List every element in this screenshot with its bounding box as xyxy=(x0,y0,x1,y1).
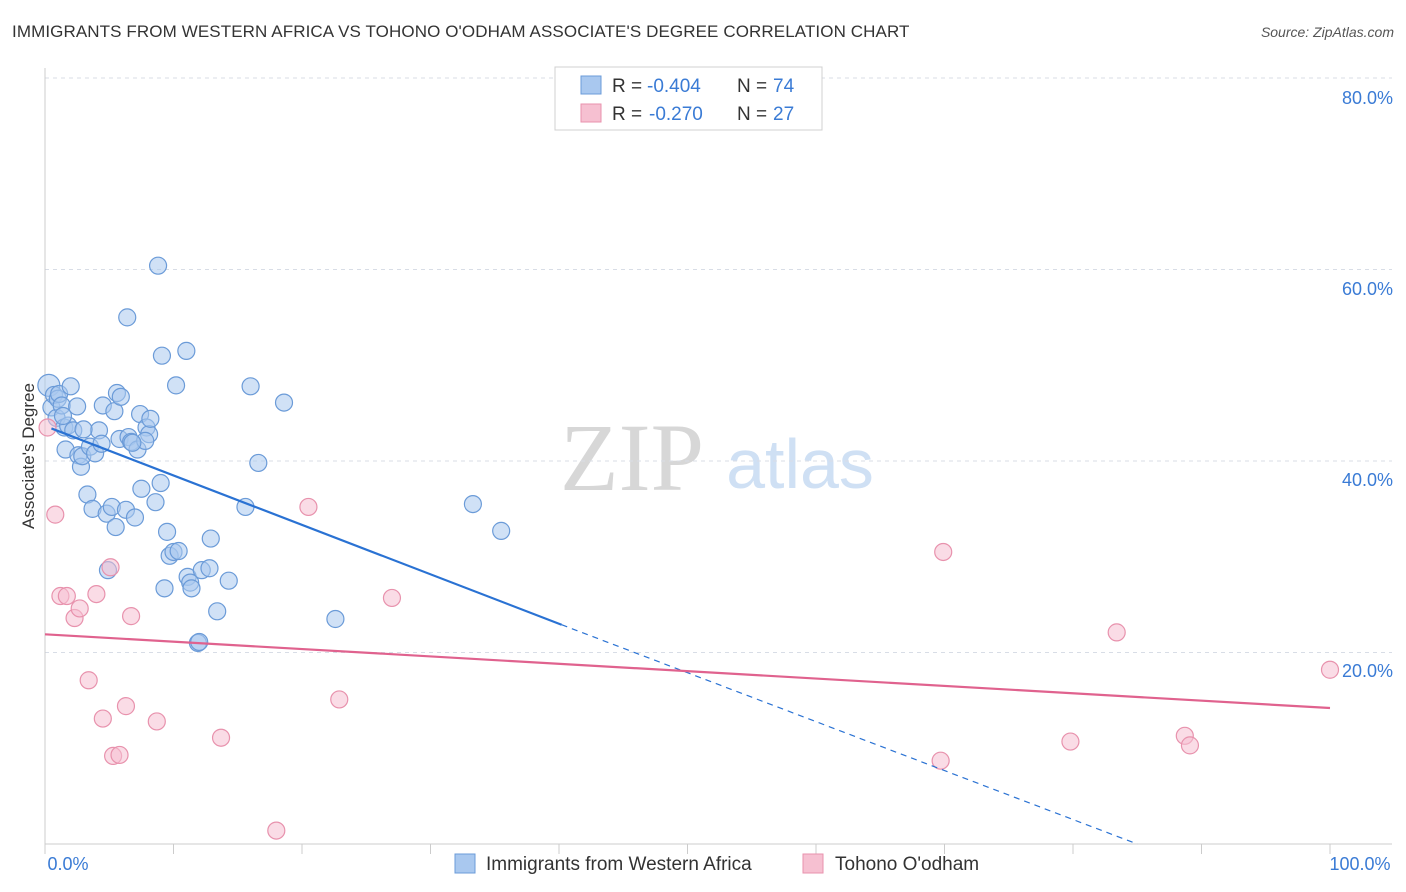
blue-point xyxy=(200,559,219,578)
y-tick-label-80: 80.0% xyxy=(1342,88,1393,108)
pink-point xyxy=(57,586,76,606)
blue-point xyxy=(169,541,188,561)
blue-point xyxy=(326,609,345,629)
legend-swatch-blue xyxy=(580,75,602,95)
bottom-legend-swatch-pink xyxy=(802,853,824,874)
blue-point xyxy=(155,579,174,598)
blue-trend-line-extension xyxy=(561,624,1138,845)
pink-point xyxy=(934,542,953,562)
pink-point xyxy=(1180,736,1200,755)
pink-point xyxy=(299,497,318,517)
blue-point xyxy=(123,433,142,452)
legend-n-label-blue: N = xyxy=(737,76,767,97)
y-axis-label: Associate's Degree xyxy=(19,383,38,529)
y-tick-label-40: 40.0% xyxy=(1342,470,1393,490)
pink-point xyxy=(70,599,89,618)
pink-trend-line xyxy=(44,633,1331,710)
pink-point xyxy=(116,697,136,716)
legend-r-label-pink: R = xyxy=(612,104,642,125)
blue-point xyxy=(152,346,172,365)
blue-point xyxy=(125,508,145,527)
legend-n-label-pink: N = xyxy=(737,104,767,125)
legend-n-value-blue: 74 xyxy=(773,76,795,97)
pink-point xyxy=(101,558,120,577)
blue-point xyxy=(74,420,93,439)
legend: R = -0.404 N = 74 R = -0.270 N = 27 xyxy=(554,66,823,131)
y-tick-label-20: 20.0% xyxy=(1342,661,1393,681)
chart-title: IMMIGRANTS FROM WESTERN AFRICA VS TOHONO… xyxy=(12,22,910,41)
blue-point xyxy=(106,517,125,537)
bottom-legend: Immigrants from Western Africa Tohono O'… xyxy=(454,853,979,875)
blue-point xyxy=(219,571,238,590)
blue-point xyxy=(249,453,268,473)
pink-point xyxy=(382,588,402,608)
blue-point xyxy=(118,308,137,327)
blue-point xyxy=(463,494,483,514)
pink-point xyxy=(46,505,65,524)
bottom-legend-label-pink: Tohono O'odham xyxy=(835,854,979,875)
blue-point xyxy=(53,406,73,426)
pink-point xyxy=(267,821,286,840)
blue-point xyxy=(68,397,87,416)
pink-point xyxy=(38,418,57,437)
legend-swatch-pink xyxy=(580,103,602,123)
bottom-legend-swatch-blue xyxy=(454,853,476,874)
pink-point xyxy=(211,728,231,747)
legend-r-value-pink: -0.270 xyxy=(649,104,703,125)
legend-r-label-blue: R = xyxy=(612,76,642,97)
legend-r-value-blue: -0.404 xyxy=(647,76,701,97)
watermark-atlas: atlas xyxy=(726,425,874,503)
blue-point xyxy=(141,409,160,428)
blue-point xyxy=(274,393,294,412)
pink-point xyxy=(1061,732,1080,751)
pink-point xyxy=(1107,623,1126,642)
blue-point xyxy=(241,377,260,396)
source-label: Source: ZipAtlas.com xyxy=(1260,24,1394,40)
blue-point xyxy=(157,522,177,541)
blue-point xyxy=(208,602,227,621)
blue-point xyxy=(182,579,201,598)
blue-point xyxy=(166,376,186,395)
x-tick-label-min: 0.0% xyxy=(47,854,88,874)
pink-point xyxy=(121,607,141,626)
blue-point xyxy=(111,387,130,406)
watermark-zip: ZIP xyxy=(560,404,704,511)
blue-point xyxy=(151,473,170,493)
y-tick-label-60: 60.0% xyxy=(1342,279,1393,299)
pink-point xyxy=(1320,660,1340,679)
blue-point xyxy=(61,377,80,396)
pink-point xyxy=(147,712,166,731)
pink-point xyxy=(93,709,112,728)
blue-point xyxy=(492,521,511,540)
pink-point xyxy=(87,584,106,604)
bottom-legend-label-blue: Immigrants from Western Africa xyxy=(486,854,752,875)
blue-point xyxy=(148,256,168,275)
x-tick-label-max: 100.0% xyxy=(1329,854,1390,874)
pink-point xyxy=(79,671,98,690)
legend-n-value-pink: 27 xyxy=(773,104,794,125)
blue-point xyxy=(132,479,151,498)
blue-point xyxy=(177,341,196,360)
pink-point xyxy=(330,690,349,709)
blue-point xyxy=(201,529,220,548)
blue-trend-line xyxy=(51,427,562,626)
pink-point xyxy=(931,751,950,770)
pink-point xyxy=(110,745,129,765)
blue-point xyxy=(146,493,165,512)
